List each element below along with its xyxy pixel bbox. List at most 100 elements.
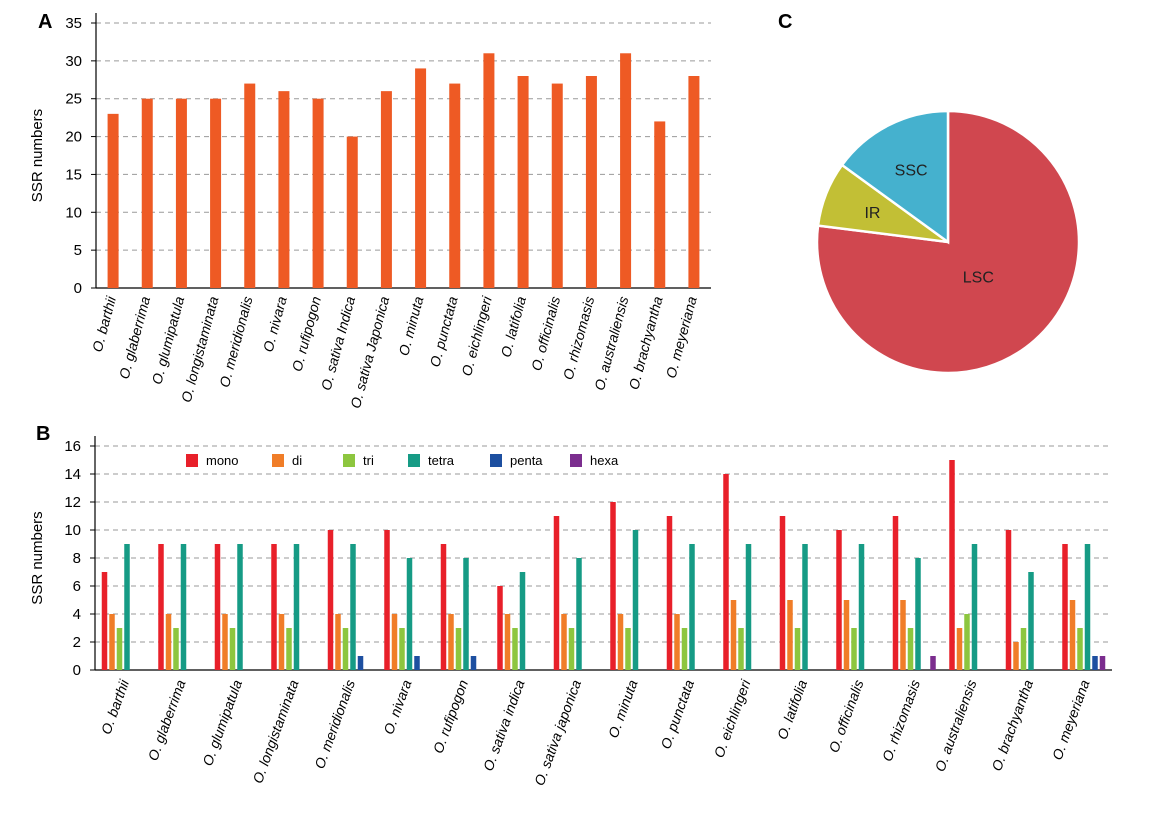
bar-tetra-o-officinalis xyxy=(858,544,865,670)
category-label-o-sativa-japonica: O. sativa japonica xyxy=(531,677,584,787)
bar-mono-o-minuta xyxy=(610,502,616,670)
bar-mono-o-punctata xyxy=(666,516,673,670)
bar-mono-o-sativa-indica xyxy=(497,586,503,670)
category-label-o-meridionalis: O. meridionalis xyxy=(311,678,358,771)
bar-hexa-o-meyeriana xyxy=(1099,656,1106,670)
bar-tri-o-meridionalis xyxy=(342,628,349,670)
bar-o-sativa-japonica xyxy=(380,91,392,289)
category-label-o-punctata: O. punctata xyxy=(426,294,460,368)
category-label-o-latifolia: O. latifolia xyxy=(774,677,810,741)
bar-tri-o-barthii xyxy=(116,628,123,670)
bar-mono-o-officinalis xyxy=(836,530,842,670)
bar-tri-o-latifolia xyxy=(794,628,801,670)
category-label-o-brachyantha: O. brachyantha xyxy=(625,294,665,391)
pie-slice-ssc xyxy=(840,109,950,245)
bar-o-brachyantha xyxy=(654,121,666,288)
bar-di-o-eichlingeri xyxy=(730,600,737,670)
category-label-o-sativa-indica: O. sativa indica xyxy=(480,677,528,773)
bar-tetra-o-rhizomasis xyxy=(915,558,921,670)
panel-label-b: B xyxy=(36,423,50,445)
bar-mono-o-longistaminata xyxy=(271,544,277,670)
y-tick-label: 0 xyxy=(74,280,82,297)
category-label-o-barthii: O. barthii xyxy=(98,677,133,737)
bar-tetra-o-barthii xyxy=(124,544,130,670)
y-tick-label: 16 xyxy=(64,438,81,455)
legend-swatch-di xyxy=(272,454,284,467)
bar-tetra-o-glaberrima xyxy=(180,544,187,670)
category-label-o-nivara: O. nivara xyxy=(260,294,290,353)
bar-tetra-o-sativa-indica xyxy=(519,572,526,670)
y-axis-label: SSR numbers xyxy=(29,109,46,202)
y-axis-label: SSR numbers xyxy=(29,511,46,604)
bar-di-o-minuta xyxy=(617,614,624,670)
category-label-o-rhizomasis: O. rhizomasis xyxy=(879,678,923,764)
category-label-o-barthii: O. barthii xyxy=(89,294,119,354)
legend-label-mono: mono xyxy=(206,453,239,468)
bar-hexa-o-rhizomasis xyxy=(930,656,936,670)
category-label-o-minuta: O. minuta xyxy=(605,677,641,740)
bar-tetra-o-eichlingeri xyxy=(745,544,752,670)
category-label-o-nivara: O. nivara xyxy=(380,677,415,736)
bar-o-australiensis xyxy=(620,53,632,289)
bar-o-meyeriana xyxy=(688,76,700,288)
bar-tetra-o-minuta xyxy=(632,530,639,670)
y-tick-label: 35 xyxy=(65,15,82,32)
bar-di-o-rufipogon xyxy=(448,614,454,670)
pie-label-lsc: LSC xyxy=(963,269,994,286)
category-label-o-officinalis: O. officinalis xyxy=(825,678,866,755)
y-tick-label: 30 xyxy=(65,53,82,70)
panel-label-a: A xyxy=(38,11,52,33)
bar-penta-o-meyeriana xyxy=(1092,656,1098,670)
bar-di-o-sativa-japonica xyxy=(561,614,567,670)
bar-mono-o-nivara xyxy=(384,530,390,670)
bar-di-o-meyeriana xyxy=(1069,600,1076,670)
category-label-o-glaberrima: O. glaberrima xyxy=(145,677,189,762)
legend-swatch-penta xyxy=(490,454,502,467)
category-label-o-glumipatula: O. glumipatula xyxy=(199,677,245,767)
bar-tri-o-meyeriana xyxy=(1077,628,1083,670)
y-tick-label: 12 xyxy=(64,494,81,511)
bar-o-longistaminata xyxy=(210,98,222,288)
category-label-o-eichlingeri: O. eichlingeri xyxy=(711,677,754,760)
bar-tri-o-rhizomasis xyxy=(907,628,914,670)
category-label-o-punctata: O. punctata xyxy=(657,677,697,751)
bar-o-latifolia xyxy=(517,76,529,288)
y-tick-label: 14 xyxy=(64,466,81,483)
legend-label-tetra: tetra xyxy=(428,453,455,468)
bar-tetra-o-brachyantha xyxy=(1028,572,1034,670)
bar-o-sativa-indica xyxy=(346,136,358,288)
category-label-o-rufipogon: O. rufipogon xyxy=(430,677,471,755)
category-label-o-latifolia: O. latifolia xyxy=(497,294,529,358)
bar-o-minuta xyxy=(415,68,427,288)
bar-tri-o-punctata xyxy=(681,628,688,670)
bar-tetra-o-rufipogon xyxy=(463,558,469,670)
bar-penta-o-meridionalis xyxy=(357,656,364,670)
pie-label-ir: IR xyxy=(864,205,880,222)
bar-di-o-rhizomasis xyxy=(900,600,906,670)
bar-mono-o-glumipatula xyxy=(214,544,221,670)
bar-tri-o-glaberrima xyxy=(173,628,179,670)
category-label-o-brachyantha: O. brachyantha xyxy=(988,677,1036,773)
bar-penta-o-nivara xyxy=(414,656,420,670)
bar-di-o-sativa-indica xyxy=(504,614,511,670)
bar-di-o-officinalis xyxy=(843,600,850,670)
bar-mono-o-sativa-japonica xyxy=(553,516,560,670)
category-label-o-australiensis: O. australiensis xyxy=(591,295,631,392)
category-label-o-meyeriana: O. meyeriana xyxy=(1049,677,1093,762)
category-label-o-sativa-indica: O. sativa Indica xyxy=(318,294,358,392)
y-tick-label: 8 xyxy=(73,550,81,567)
bar-mono-o-meridionalis xyxy=(327,530,334,670)
bar-tetra-o-latifolia xyxy=(802,544,808,670)
bar-o-officinalis xyxy=(551,83,563,288)
bar-tetra-o-sativa-japonica xyxy=(576,558,582,670)
y-tick-label: 0 xyxy=(73,662,81,679)
bar-tetra-o-glumipatula xyxy=(237,544,243,670)
bar-tri-o-sativa-indica xyxy=(512,628,518,670)
bar-tetra-o-longistaminata xyxy=(293,544,300,670)
bar-di-o-longistaminata xyxy=(278,614,285,670)
category-label-o-glaberrima: O. glaberrima xyxy=(116,294,153,380)
bar-o-rhizomasis xyxy=(585,76,597,288)
bar-di-o-punctata xyxy=(674,614,680,670)
bar-tri-o-officinalis xyxy=(851,628,857,670)
bar-mono-o-barthii xyxy=(101,572,108,670)
